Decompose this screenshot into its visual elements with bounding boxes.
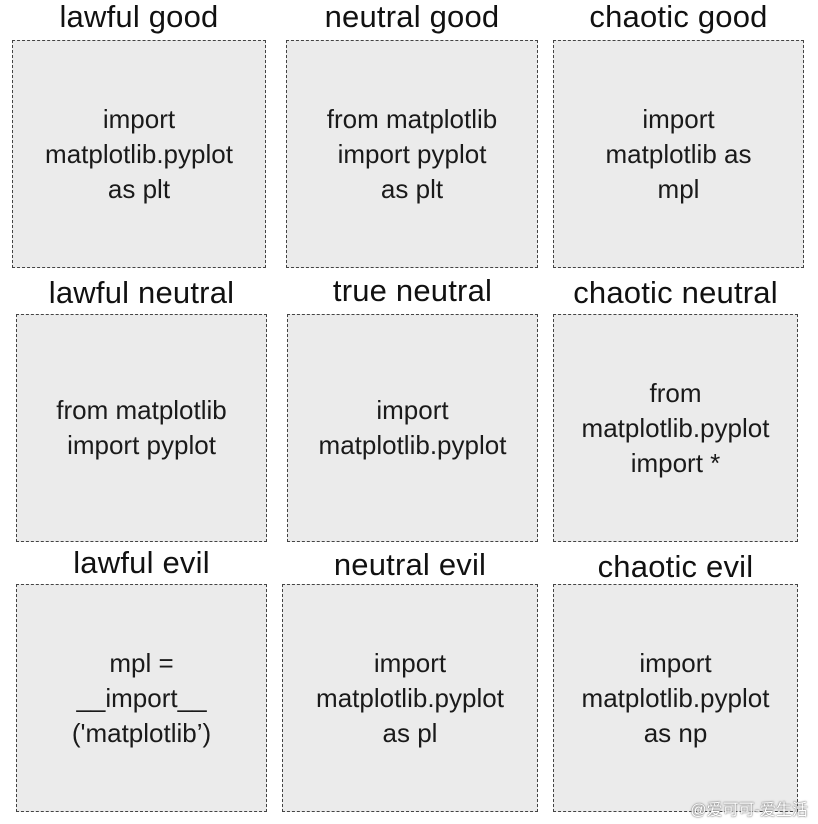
cell-lawful-good: lawful good import matplotlib.pyplot as … — [12, 0, 266, 268]
cell-box: from matplotlib import pyplot as plt — [286, 40, 538, 268]
cell-title: neutral evil — [333, 547, 487, 582]
cell-chaotic-good: chaotic good import matplotlib as mpl — [553, 0, 804, 268]
cell-title: lawful neutral — [48, 275, 235, 310]
cell-box: import matplotlib.pyplot as plt — [12, 40, 266, 268]
cell-title: chaotic evil — [597, 549, 754, 584]
cell-box: import matplotlib.pyplot — [287, 314, 538, 542]
cell-true-neutral: true neutral import matplotlib.pyplot — [287, 272, 538, 542]
cell-box: import matplotlib as mpl — [553, 40, 804, 268]
cell-title: true neutral — [332, 273, 493, 308]
watermark: @爱可可-爱生活 — [690, 802, 808, 819]
cell-code: import matplotlib.pyplot — [318, 395, 507, 460]
cell-box: from matplotlib.pyplot import * — [553, 314, 798, 542]
cell-title: neutral good — [324, 0, 500, 34]
cell-title: chaotic good — [589, 0, 768, 34]
cell-code: from matplotlib import pyplot as plt — [326, 103, 498, 204]
cell-box: from matplotlib import pyplot — [16, 314, 267, 542]
cell-title: lawful evil — [73, 545, 210, 580]
cell-code: import matplotlib.pyplot as pl — [316, 647, 504, 748]
cell-title: chaotic neutral — [573, 275, 778, 310]
cell-code: from matplotlib import pyplot — [56, 395, 227, 460]
cell-code: import matplotlib.pyplot as np — [581, 647, 770, 748]
cell-lawful-evil: lawful evil mpl = __import__ ('matplotli… — [16, 544, 267, 812]
cell-code: mpl = __import__ ('matplotlib’) — [71, 647, 212, 748]
cell-code: import matplotlib.pyplot as plt — [45, 103, 233, 204]
cell-box: import matplotlib.pyplot as pl — [282, 584, 538, 812]
cell-box: import matplotlib.pyplot as np — [553, 584, 798, 812]
cell-chaotic-evil: chaotic evil import matplotlib.pyplot as… — [553, 544, 798, 812]
cell-box: mpl = __import__ ('matplotlib’) — [16, 584, 267, 812]
cell-code: import matplotlib as mpl — [605, 103, 752, 204]
cell-code: from matplotlib.pyplot import * — [581, 377, 770, 478]
cell-title: lawful good — [59, 0, 219, 34]
cell-neutral-good: neutral good from matplotlib import pypl… — [286, 0, 538, 268]
cell-lawful-neutral: lawful neutral from matplotlib import py… — [16, 272, 267, 542]
cell-neutral-evil: neutral evil import matplotlib.pyplot as… — [282, 544, 538, 812]
cell-chaotic-neutral: chaotic neutral from matplotlib.pyplot i… — [553, 272, 798, 542]
